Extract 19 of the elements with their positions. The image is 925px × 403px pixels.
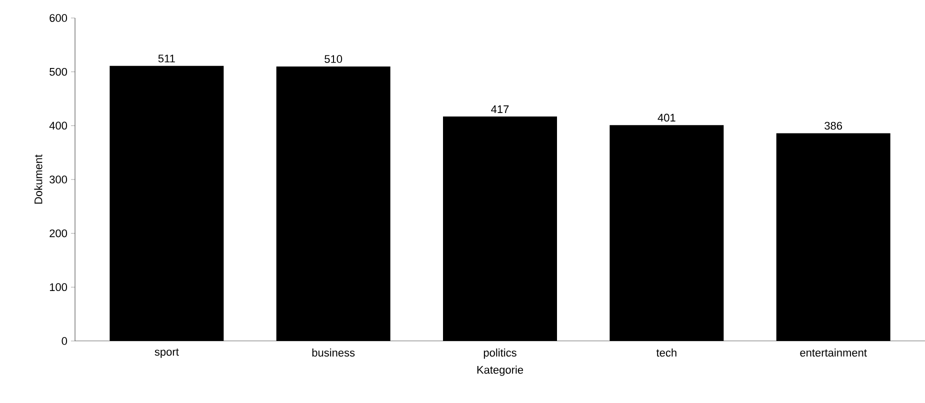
x-axis-title: Kategorie: [477, 366, 524, 376]
data-label: 401: [658, 114, 676, 122]
y-axis-title: Dokument: [34, 154, 42, 204]
x-tick-label: sport: [154, 348, 179, 358]
data-label: 417: [491, 105, 509, 113]
y-tick-label: 0: [62, 337, 68, 345]
y-tick-label: 600: [50, 14, 68, 22]
data-label: 511: [158, 54, 175, 62]
y-tick-label: 200: [50, 229, 68, 238]
data-label: 386: [824, 122, 842, 130]
y-tick-label: 500: [50, 68, 68, 76]
y-tick-label: 100: [50, 283, 68, 292]
x-tick-label: business: [312, 348, 355, 357]
y-tick-label: 400: [49, 122, 68, 130]
y-tick-label: 300: [50, 176, 68, 184]
x-tick-label: tech: [656, 348, 676, 357]
data-label: 510: [324, 55, 342, 63]
x-tick-label: politics: [484, 348, 516, 359]
x-tick-label: entertainment: [800, 348, 867, 357]
